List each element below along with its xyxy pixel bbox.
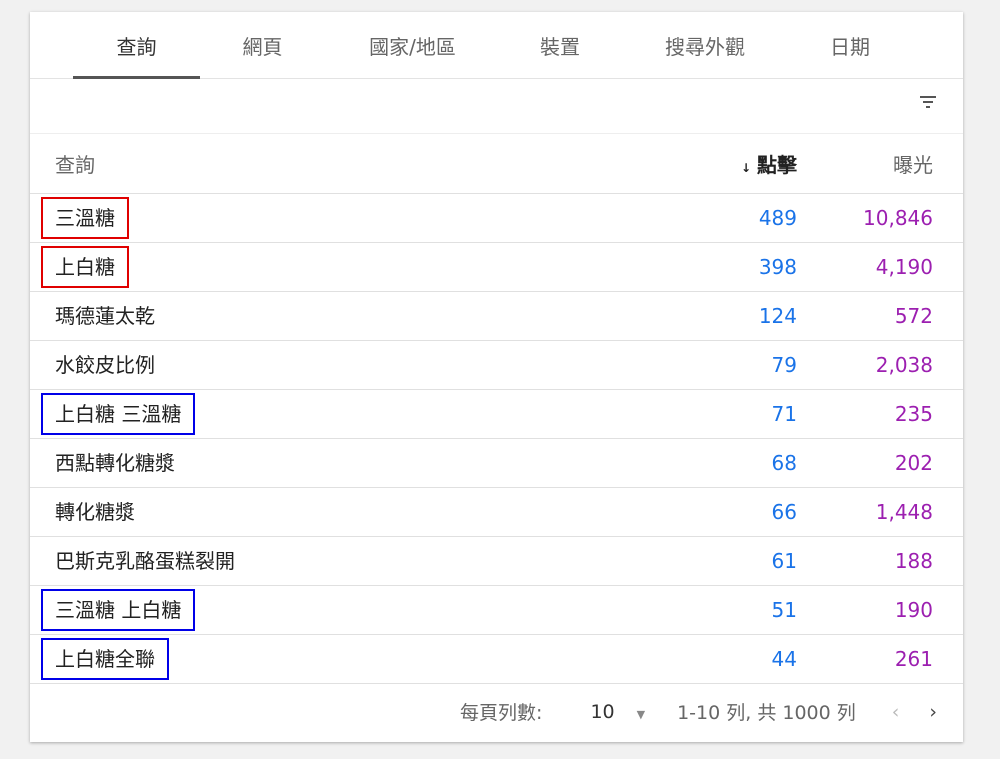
arrow-down-icon: ↓ [740,161,751,175]
clicks-cell: 66 [771,500,797,524]
impressions-cell: 235 [894,402,933,426]
clicks-cell: 44 [771,647,797,671]
impressions-cell: 190 [894,598,933,622]
clicks-cell: 79 [771,353,797,377]
table-row[interactable]: 上白糖 398 4,190 [30,243,963,292]
rows-per-page-label: 每頁列數: [460,702,543,724]
query-cell[interactable]: 西點轉化糖漿 [55,451,175,475]
tab-pages[interactable]: 網頁 [242,34,283,59]
dropdown-icon: ▼ [636,707,646,721]
tab-countries[interactable]: 國家/地區 [369,34,456,59]
impressions-cell: 10,846 [863,206,933,230]
table-row[interactable]: 三溫糖 上白糖 51 190 [30,586,963,635]
impressions-cell: 2,038 [875,353,933,377]
tab-bar: 查詢 網頁 國家/地區 裝置 搜尋外觀 日期 [30,12,963,79]
impressions-cell: 1,448 [875,500,933,524]
table-row[interactable]: 巴斯克乳酪蛋糕裂開 61 188 [30,537,963,586]
query-cell[interactable]: 上白糖 [41,246,129,288]
table-toolbar [30,79,963,134]
query-cell[interactable]: 上白糖 三溫糖 [41,393,196,435]
clicks-label: 點擊 [757,153,797,177]
column-header-clicks[interactable]: ↓ 點擊 [657,149,797,178]
column-header-query[interactable]: 查詢 [55,153,95,177]
performance-table-card: 查詢 網頁 國家/地區 裝置 搜尋外觀 日期 查詢 ↓ 點擊 曝光 三溫糖 489… [30,12,963,742]
tab-dates[interactable]: 日期 [830,34,870,59]
clicks-cell: 68 [771,451,797,475]
impressions-cell: 188 [894,549,933,573]
tab-queries[interactable]: 查詢 [73,12,200,79]
filter-icon[interactable] [919,96,937,110]
table-header: 查詢 ↓ 點擊 曝光 [30,134,963,194]
query-cell[interactable]: 三溫糖 [41,197,129,239]
impressions-cell: 202 [894,451,933,475]
prev-page-button[interactable]: ‹ [891,700,900,723]
rows-per-page-select[interactable]: 10 ▼ [590,700,646,723]
clicks-cell: 61 [771,549,797,573]
clicks-cell: 71 [771,402,797,426]
query-cell[interactable]: 轉化糖漿 [55,500,135,524]
impressions-cell: 4,190 [875,255,933,279]
next-page-button[interactable]: › [929,700,937,723]
table-row[interactable]: 三溫糖 489 10,846 [30,194,963,243]
tab-devices[interactable]: 裝置 [540,34,580,59]
table-row[interactable]: 上白糖 三溫糖 71 235 [30,390,963,439]
table-row[interactable]: 瑪德蓮太乾 124 572 [30,292,963,341]
page-range: 1-10 列, 共 1000 列 [677,702,856,724]
impressions-cell: 572 [894,304,933,328]
clicks-cell: 398 [758,255,797,279]
table-row[interactable]: 轉化糖漿 66 1,448 [30,488,963,537]
query-cell[interactable]: 瑪德蓮太乾 [55,304,155,328]
table-row[interactable]: 西點轉化糖漿 68 202 [30,439,963,488]
query-cell[interactable]: 三溫糖 上白糖 [41,589,196,631]
table-row[interactable]: 上白糖全聯 44 261 [30,635,963,684]
clicks-cell: 489 [758,206,797,230]
clicks-cell: 124 [758,304,797,328]
pagination: 每頁列數: 10 ▼ 1-10 列, 共 1000 列 ‹ › [30,684,963,739]
query-cell[interactable]: 上白糖全聯 [41,638,169,680]
clicks-cell: 51 [771,598,797,622]
query-cell[interactable]: 水餃皮比例 [55,353,155,377]
column-header-impressions[interactable]: 曝光 [893,153,933,177]
table-row[interactable]: 水餃皮比例 79 2,038 [30,341,963,390]
tab-search-appearance[interactable]: 搜尋外觀 [665,34,745,59]
impressions-cell: 261 [894,647,933,671]
query-cell[interactable]: 巴斯克乳酪蛋糕裂開 [55,549,235,573]
